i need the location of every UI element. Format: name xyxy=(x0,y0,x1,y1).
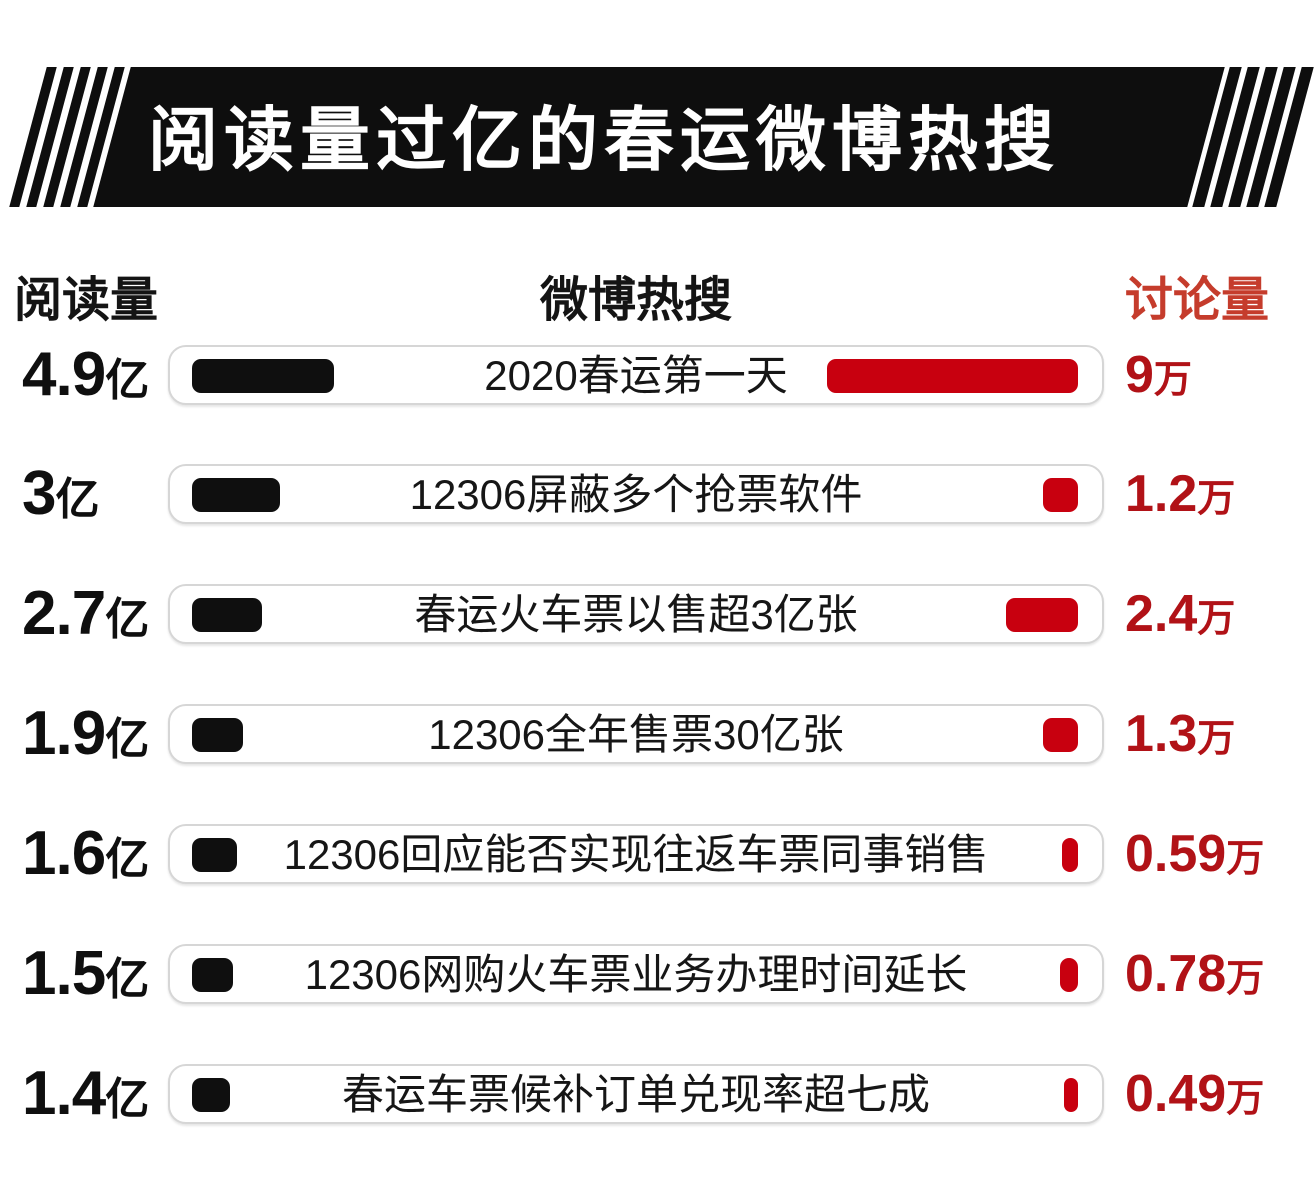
discussion-bar xyxy=(1043,718,1078,752)
reads-number: 3 xyxy=(22,459,56,528)
reads-bar xyxy=(192,478,280,512)
reads-unit: 亿 xyxy=(105,356,150,405)
reads-bar xyxy=(192,718,243,752)
reads-number: 1.4 xyxy=(22,1059,106,1128)
discussion-number: 0.78 xyxy=(1125,945,1227,1003)
table-row: 3亿 12306屏蔽多个抢票软件 1.2万 xyxy=(0,463,1316,525)
topic-pill: 12306全年售票30亿张 xyxy=(168,704,1104,764)
discussion-unit: 万 xyxy=(1226,958,1265,1000)
reads-value: 1.9亿 xyxy=(22,703,150,765)
discussion-bar xyxy=(1060,958,1078,992)
topic-label: 12306全年售票30亿张 xyxy=(428,711,844,758)
table-header: 阅读量 微博热搜 讨论量 xyxy=(0,260,1316,327)
topic-label: 春运车票候补订单兑现率超七成 xyxy=(341,1071,930,1118)
discussion-unit: 万 xyxy=(1153,359,1192,401)
header-discussion: 讨论量 xyxy=(1125,274,1270,327)
reads-bar xyxy=(192,838,237,872)
reads-unit: 亿 xyxy=(105,955,150,1004)
reads-value: 2.7亿 xyxy=(22,583,150,645)
discussion-value: 2.4万 xyxy=(1125,584,1235,644)
discussion-unit: 万 xyxy=(1197,718,1236,760)
table-row: 1.9亿 12306全年售票30亿张 1.3万 xyxy=(0,703,1316,765)
discussion-bar xyxy=(1062,838,1078,872)
topic-label: 12306网购火车票业务办理时间延长 xyxy=(304,951,968,998)
reads-number: 4.9 xyxy=(22,340,106,409)
topic-label: 12306回应能否实现往返车票同事销售 xyxy=(283,831,989,878)
reads-value: 1.6亿 xyxy=(22,823,150,885)
discussion-value: 0.78万 xyxy=(1125,944,1264,1004)
topic-label: 春运火车票以售超3亿张 xyxy=(414,591,858,638)
reads-unit: 亿 xyxy=(105,835,150,884)
discussion-unit: 万 xyxy=(1197,598,1236,640)
reads-value: 1.4亿 xyxy=(22,1063,150,1125)
topic-pill: 春运火车票以售超3亿张 xyxy=(168,584,1104,644)
discussion-bar xyxy=(1064,1078,1078,1112)
topic-label: 2020春运第一天 xyxy=(484,352,788,399)
topic-pill: 12306屏蔽多个抢票软件 xyxy=(168,464,1104,524)
topic-pill: 12306网购火车票业务办理时间延长 xyxy=(168,944,1104,1004)
reads-unit: 亿 xyxy=(105,595,150,644)
reads-unit: 亿 xyxy=(105,1075,150,1124)
discussion-value: 0.59万 xyxy=(1125,824,1264,884)
discussion-value: 9万 xyxy=(1125,345,1192,405)
discussion-bar xyxy=(1006,598,1078,632)
reads-value: 1.5亿 xyxy=(22,943,150,1005)
topic-pill: 春运车票候补订单兑现率超七成 xyxy=(168,1064,1104,1124)
reads-value: 3亿 xyxy=(22,463,100,525)
header-reads: 阅读量 xyxy=(14,274,159,327)
table-row: 1.6亿 12306回应能否实现往返车票同事销售 0.59万 xyxy=(0,823,1316,885)
discussion-unit: 万 xyxy=(1226,1078,1265,1120)
table-row: 2.7亿 春运火车票以售超3亿张 2.4万 xyxy=(0,583,1316,645)
discussion-number: 2.4 xyxy=(1125,585,1198,643)
topic-label: 12306屏蔽多个抢票软件 xyxy=(409,471,863,518)
reads-bar xyxy=(192,598,262,632)
reads-value: 4.9亿 xyxy=(22,344,150,406)
table-row: 1.4亿 春运车票候补订单兑现率超七成 0.49万 xyxy=(0,1063,1316,1125)
discussion-number: 1.2 xyxy=(1125,465,1198,523)
table-row: 4.9亿 2020春运第一天 9万 xyxy=(0,344,1316,406)
reads-unit: 亿 xyxy=(55,475,100,524)
topic-pill: 2020春运第一天 xyxy=(168,345,1104,405)
discussion-bar xyxy=(827,359,1078,393)
discussion-value: 1.3万 xyxy=(1125,704,1235,764)
reads-unit: 亿 xyxy=(105,715,150,764)
discussion-number: 1.3 xyxy=(1125,705,1198,763)
discussion-bar xyxy=(1043,478,1078,512)
title-banner: 阅读量过亿的春运微博热搜 xyxy=(0,67,1316,207)
reads-bar xyxy=(192,1078,230,1112)
discussion-value: 1.2万 xyxy=(1125,464,1235,524)
discussion-value: 0.49万 xyxy=(1125,1064,1264,1124)
reads-number: 1.9 xyxy=(22,699,106,768)
page-title: 阅读量过亿的春运微博热搜 xyxy=(148,101,1060,179)
discussion-number: 0.59 xyxy=(1125,825,1227,883)
topic-pill: 12306回应能否实现往返车票同事销售 xyxy=(168,824,1104,884)
reads-bar xyxy=(192,359,334,393)
header-topic: 微博热搜 xyxy=(539,274,732,327)
table-row: 1.5亿 12306网购火车票业务办理时间延长 0.78万 xyxy=(0,943,1316,1005)
reads-number: 2.7 xyxy=(22,579,106,648)
reads-bar xyxy=(192,958,233,992)
discussion-unit: 万 xyxy=(1226,838,1265,880)
discussion-number: 0.49 xyxy=(1125,1065,1227,1123)
reads-number: 1.6 xyxy=(22,819,106,888)
discussion-number: 9 xyxy=(1125,346,1154,404)
reads-number: 1.5 xyxy=(22,939,106,1008)
discussion-unit: 万 xyxy=(1197,478,1236,520)
